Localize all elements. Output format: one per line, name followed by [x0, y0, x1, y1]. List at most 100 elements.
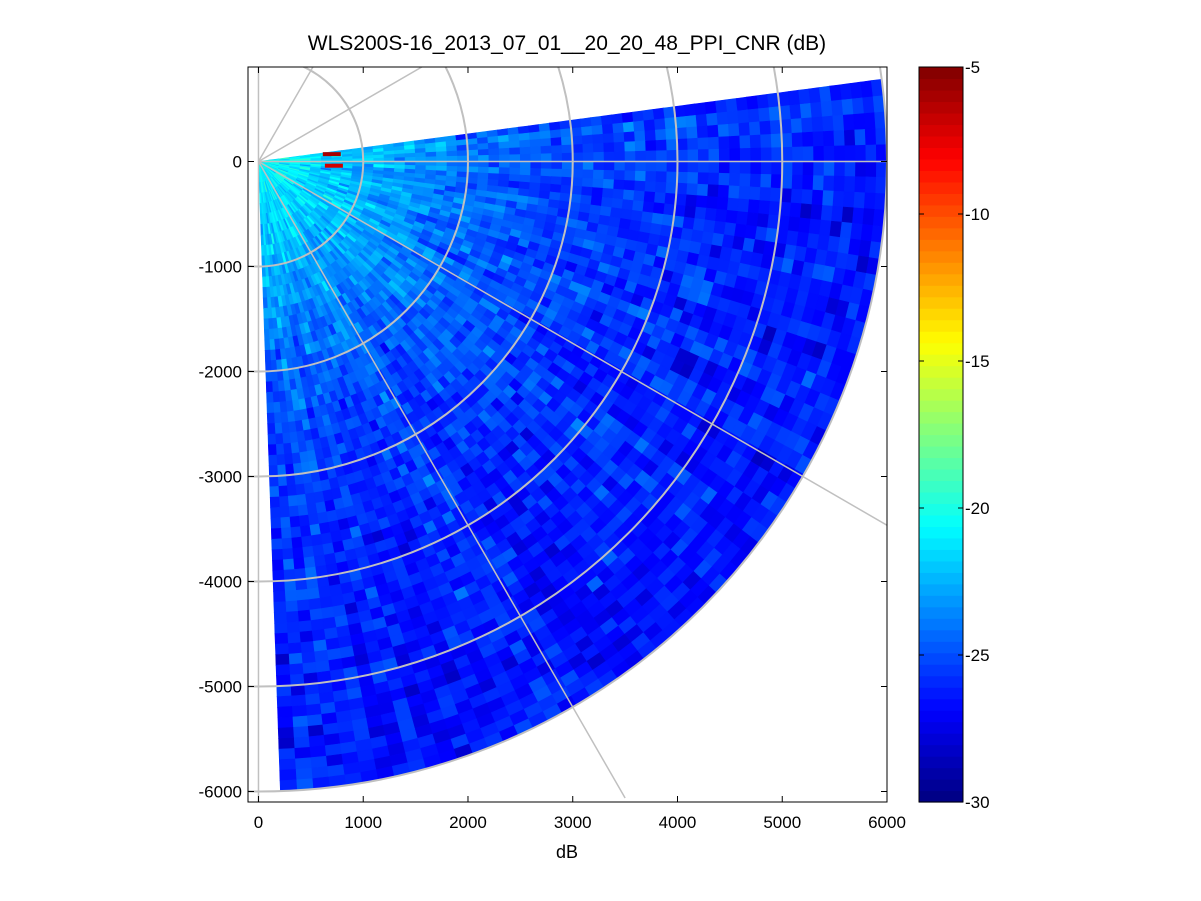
x-tick-label: 3000 [554, 813, 592, 832]
sector-cell [593, 151, 605, 162]
sector-cell [603, 142, 615, 153]
sector-cell [561, 176, 573, 187]
sector-cell [265, 381, 273, 393]
sector-cell [487, 135, 500, 144]
sector-cell [466, 143, 479, 151]
sector-cell [737, 198, 750, 213]
sector-cell [591, 187, 604, 198]
sector-cell [272, 580, 285, 593]
sector-cell [519, 167, 532, 176]
sector-cell [614, 160, 626, 172]
sector-cell [820, 205, 834, 222]
sector-cell [539, 130, 552, 140]
sector-cell [632, 200, 645, 213]
sector-cell [592, 133, 605, 145]
sector-cell [655, 139, 668, 152]
sector-cell [791, 174, 804, 190]
sector-cell [642, 201, 655, 214]
sector-cell [271, 538, 283, 551]
sector-cell [572, 152, 584, 162]
sector-cell [875, 144, 887, 162]
sector-cell [435, 146, 448, 153]
sector-cell [280, 421, 290, 434]
sector-cell [263, 318, 270, 330]
sector-cell [289, 515, 301, 528]
colorbar-band [919, 342, 963, 355]
colorbar-band [919, 572, 963, 585]
sector-cell [862, 96, 875, 114]
colorbar-band [919, 308, 963, 321]
sector-cell [760, 134, 772, 149]
sector-cell [855, 160, 867, 178]
colorbar-band [919, 480, 963, 493]
sector-cell [737, 109, 750, 124]
sector-cell [549, 183, 562, 194]
sector-cell [839, 83, 853, 101]
sector-cell [622, 121, 635, 133]
sector-cell [802, 131, 814, 148]
colorbar-band [919, 331, 963, 344]
sector-cell [652, 107, 666, 121]
colorbar-band [919, 526, 963, 539]
sector-cell [843, 129, 856, 147]
sector-cell [540, 161, 553, 170]
sector-cell [759, 187, 772, 202]
sector-cell [832, 190, 845, 208]
sector-cell [707, 136, 720, 150]
sector-cell [614, 151, 626, 162]
sector-cell [654, 181, 667, 194]
sector-cell [271, 548, 284, 561]
sector-cell [291, 547, 304, 560]
sector-cell [311, 544, 325, 557]
sector-cell [281, 548, 294, 561]
sector-cell [270, 359, 278, 372]
sector-cell [582, 152, 595, 162]
sector-cell [819, 219, 832, 237]
sector-cell [582, 169, 594, 180]
sector-cell [269, 349, 277, 361]
sector-cell [601, 123, 614, 135]
sector-cell [634, 180, 646, 192]
sector-cell [842, 191, 856, 209]
sector-cell [290, 536, 303, 549]
sector-cell [634, 170, 647, 182]
sector-cell [298, 620, 312, 633]
sector-cell [694, 206, 707, 221]
sector-cell [582, 161, 595, 171]
sector-cell [643, 119, 656, 132]
sector-cell [790, 118, 803, 134]
sector-cell [728, 173, 741, 187]
sector-cell [268, 454, 278, 467]
sector-cell [717, 123, 730, 138]
x-axis-label: dB [556, 842, 578, 862]
sector-cell [518, 132, 531, 142]
sector-cell [267, 444, 277, 456]
sector-cell [739, 160, 752, 175]
sector-cell [613, 141, 626, 153]
sector-cell [540, 153, 553, 162]
sector-cell [310, 534, 323, 547]
sector-cell [611, 198, 624, 210]
sector-cell [726, 197, 740, 212]
sector-cell [290, 694, 307, 707]
sector-cell [676, 138, 689, 151]
sector-cell [508, 140, 521, 149]
sector-cell [260, 234, 264, 246]
sector-cell [487, 173, 500, 181]
sector-cell [272, 569, 285, 582]
sector-cell [263, 328, 270, 341]
sector-cell [282, 558, 295, 571]
sector-cell [865, 160, 877, 178]
sector-cell [666, 149, 678, 162]
sector-cell [842, 114, 856, 131]
sector-cell [677, 160, 689, 173]
sector-cell [624, 170, 636, 182]
sector-cell [308, 523, 321, 537]
sector-cell [791, 132, 804, 148]
colorbar-band [919, 595, 963, 608]
sector-cell [781, 132, 793, 148]
sector-cell [274, 433, 284, 445]
colorbar-band [919, 411, 963, 424]
sector-cell [300, 535, 313, 548]
sector-cell [308, 608, 323, 621]
